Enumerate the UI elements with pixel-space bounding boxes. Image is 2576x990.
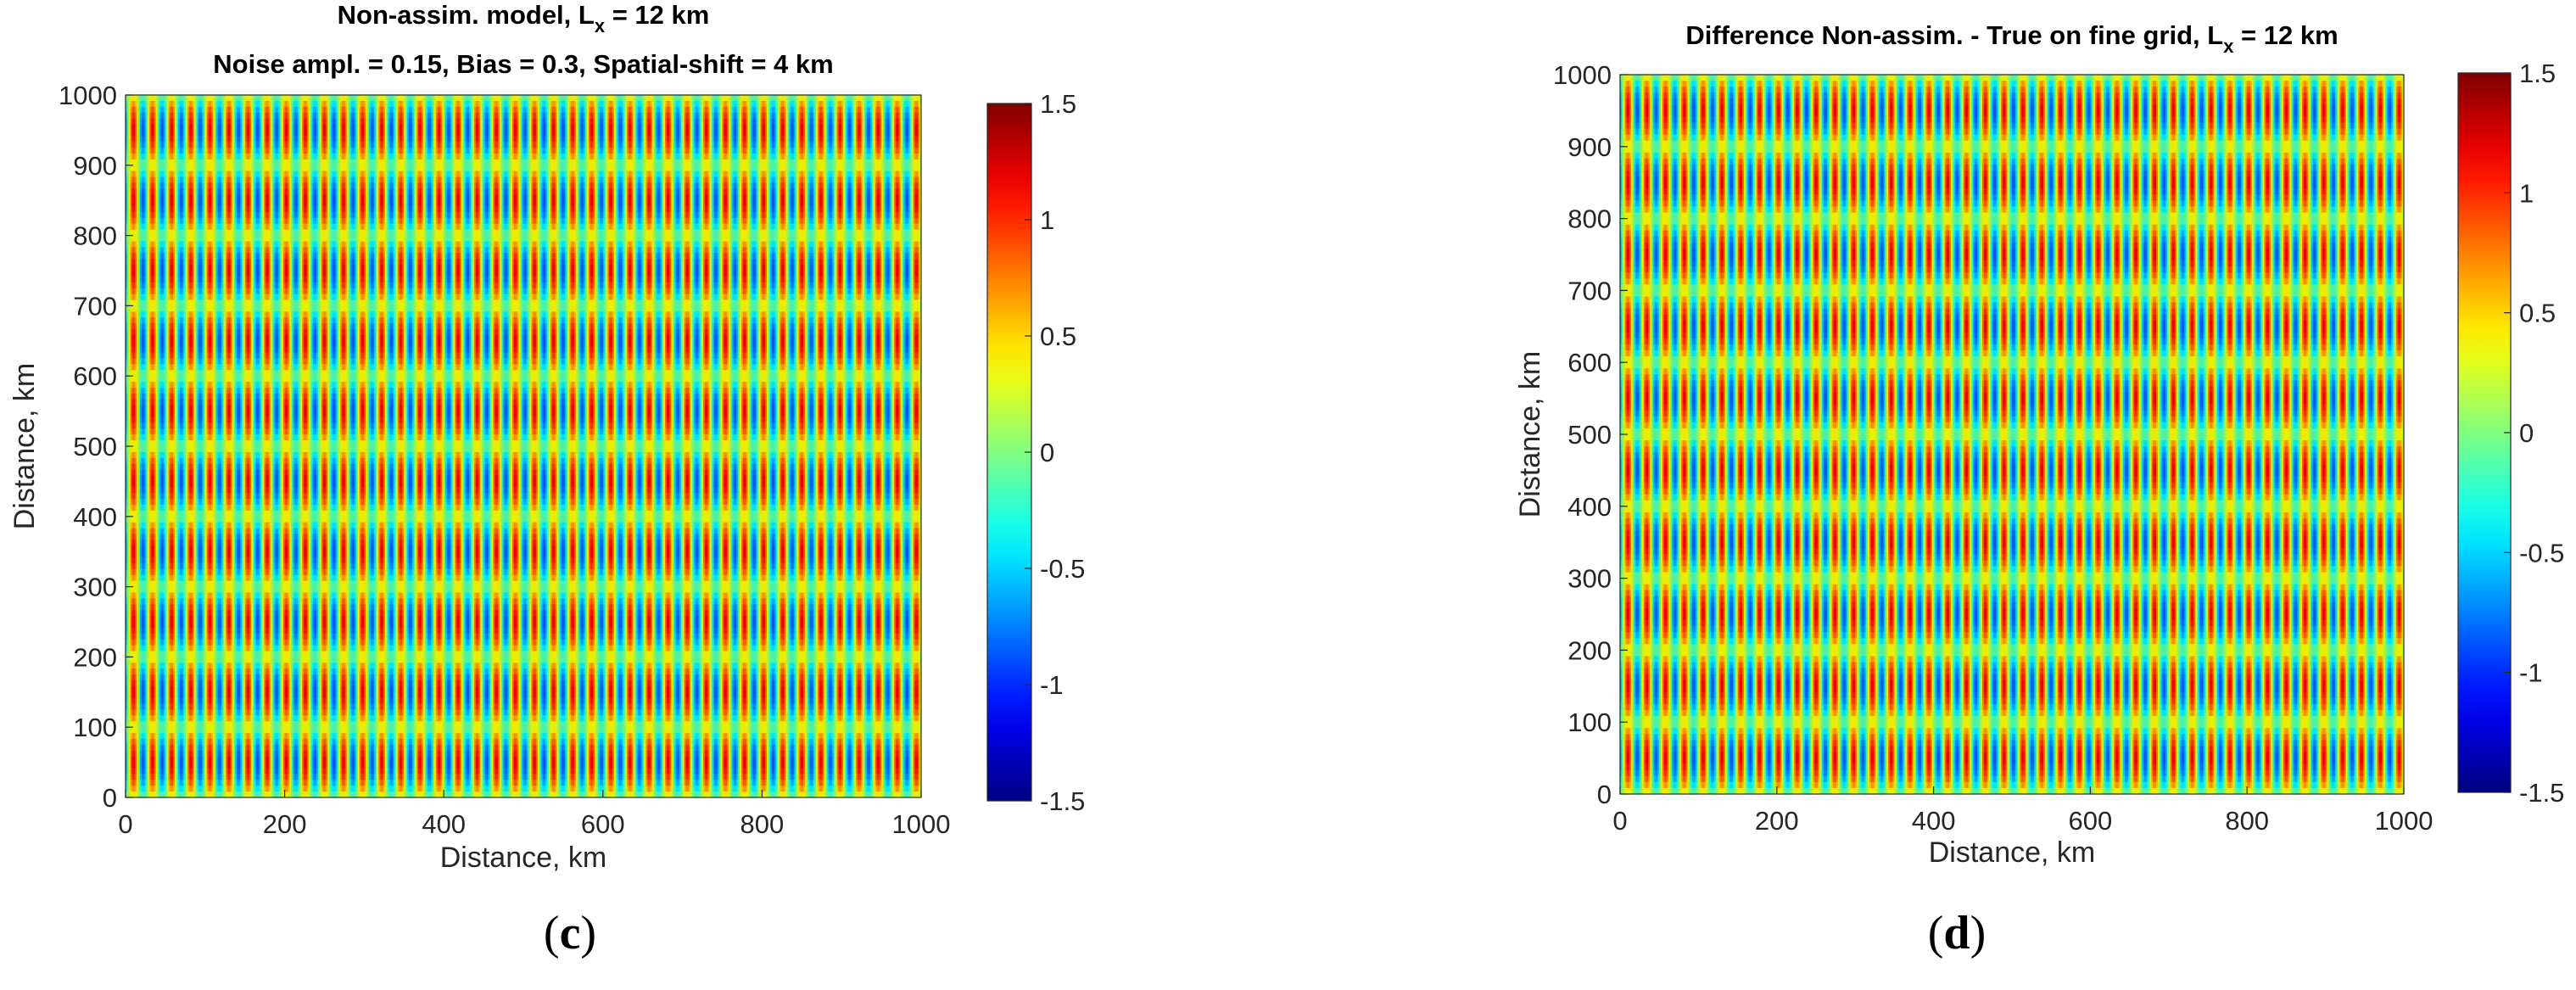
colorbar: [2457, 72, 2512, 793]
x-tick-label: 800: [740, 809, 785, 839]
y-axis-label: Distance, km: [8, 363, 41, 530]
y-tick-label: 300: [1567, 564, 1612, 594]
x-tick-label: 800: [2225, 806, 2269, 836]
y-tick-label: 800: [73, 221, 117, 251]
y-tick-label: 200: [1567, 635, 1612, 665]
x-tick-label: 600: [2069, 806, 2113, 836]
y-axis-label: Distance, km: [1514, 351, 1546, 518]
colorbar-tick-label: 0: [2519, 418, 2534, 448]
y-tick-label: 800: [1567, 204, 1612, 234]
colorbar-tick-label: 0: [1040, 438, 1054, 467]
x-tick-label: 400: [422, 809, 466, 839]
y-tick-label: 700: [1567, 276, 1612, 305]
x-tick-label: 200: [263, 809, 307, 839]
x-tick-label: 1000: [892, 809, 951, 839]
chart-title-line: Noise ampl. = 0.15, Bias = 0.3, Spatial-…: [213, 49, 833, 79]
x-tick-label: 200: [1755, 806, 1799, 836]
chart-d: 0 200 400 600 800 1000 0 100 200 300 400 500 600 700 8…: [1514, 20, 2564, 869]
chart-title-line: Non-assim. model, Lx = 12 km: [338, 0, 710, 36]
y-tick-label: 900: [73, 151, 117, 181]
colorbar-tick-label: 0.5: [2519, 299, 2556, 328]
y-tick-label: 500: [1567, 420, 1612, 450]
chart-c: 0 200 400 600 800 1000 0 100 200 300 400 500 600 700 8…: [8, 0, 1085, 874]
y-tick-label: 400: [73, 502, 117, 532]
colorbar-tick-label: -1.5: [1040, 786, 1085, 816]
y-tick-label: 700: [73, 291, 117, 321]
y-tick-label: 200: [73, 642, 117, 672]
panel-d-label: (d): [1927, 907, 1986, 959]
colorbar-tick-label: 1: [2519, 178, 2534, 208]
y-tick-label: 1000: [1553, 60, 1612, 90]
colorbar-tick-label: -0.5: [2519, 538, 2564, 568]
y-tick-label: 300: [73, 573, 117, 602]
y-tick-label: 600: [1567, 348, 1612, 378]
heatmap-field: [126, 95, 921, 797]
x-axis-label: Distance, km: [1929, 836, 2096, 869]
colorbar-tick-label: -1: [2519, 658, 2543, 688]
y-tick-label: 400: [1567, 492, 1612, 522]
colorbar-tick-label: 1.5: [1040, 89, 1076, 119]
colorbar-tick-label: 1: [1040, 205, 1054, 235]
x-tick-label: 400: [1912, 806, 1956, 836]
y-tick-label: 500: [73, 432, 117, 461]
colorbar-tick-label: 1.5: [2519, 59, 2556, 88]
x-tick-label: 1000: [2375, 806, 2434, 836]
y-tick-label: 600: [73, 361, 117, 391]
colorbar-tick-label: -1: [1040, 670, 1064, 700]
heatmap-field: [1620, 75, 2404, 794]
y-tick-label: 0: [103, 783, 117, 813]
colorbar-tick-label: 0.5: [1040, 322, 1076, 351]
panel-c-label: (c): [543, 907, 597, 959]
y-tick-label: 1000: [59, 81, 117, 110]
y-tick-label: 900: [1567, 132, 1612, 162]
y-tick-label: 100: [73, 713, 117, 742]
x-tick-label: 0: [1612, 806, 1627, 836]
colorbar-tick-label: -0.5: [1040, 554, 1085, 584]
y-tick-label: 100: [1567, 708, 1612, 737]
x-tick-label: 0: [118, 809, 132, 839]
colorbar-tick-label: -1.5: [2519, 778, 2564, 808]
chart-title-line: Difference Non-assim. - True on fine gri…: [1685, 20, 2338, 57]
x-axis-label: Distance, km: [440, 842, 607, 874]
x-tick-label: 600: [581, 809, 625, 839]
y-tick-label: 0: [1597, 780, 1612, 809]
